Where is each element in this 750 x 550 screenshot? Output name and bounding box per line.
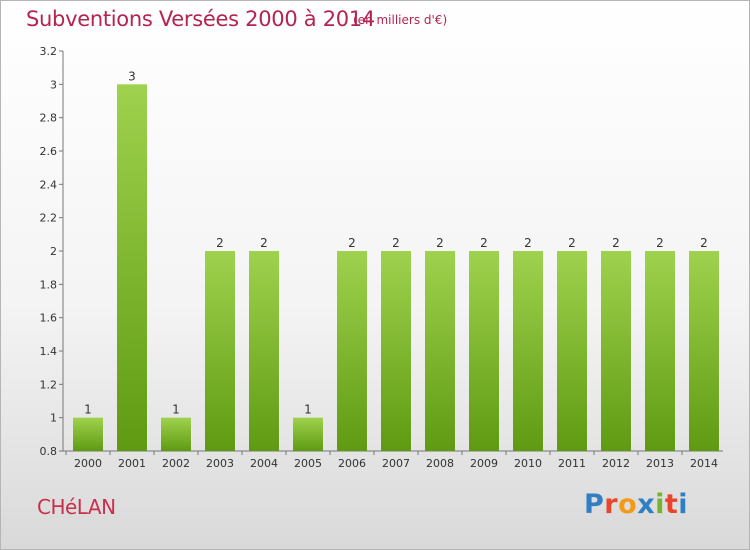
bar-value-label: 1 [84,403,92,417]
y-tick-label: 1.2 [40,378,58,391]
bar-2013 [645,251,675,451]
y-tick-label: 2.2 [40,212,58,225]
bar-2002 [161,417,191,451]
x-tick-label: 2010 [514,457,542,470]
x-tick-label: 2001 [118,457,146,470]
y-tick-label: 2.4 [40,178,58,191]
x-tick-label: 2002 [162,457,190,470]
bar-value-label: 2 [260,236,268,250]
bar-value-label: 1 [304,403,312,417]
bar-value-label: 2 [348,236,356,250]
y-tick-label: 2.8 [40,112,58,125]
bar-2006 [337,251,367,451]
bar-value-label: 2 [392,236,400,250]
x-tick-label: 2004 [250,457,278,470]
chart-title: Subventions Versées 2000 à 2014 [26,7,375,31]
bar-value-label: 2 [656,236,664,250]
bar-2000 [73,417,103,451]
bar-value-label: 2 [216,236,224,250]
bar-value-label: 3 [128,69,136,83]
y-tick-label: 2.6 [40,145,58,158]
y-tick-label: 3 [50,78,57,91]
chart-subtitle: (en milliers d'€) [353,13,448,27]
chart-bars [73,84,719,451]
x-tick-label: 2012 [602,457,630,470]
y-tick-label: 2 [50,245,57,258]
commune-name: CHéLAN [37,495,116,519]
bar-2004 [249,251,279,451]
bar-value-label: 2 [568,236,576,250]
bar-2009 [469,251,499,451]
y-tick-label: 1.4 [40,345,58,358]
x-tick-label: 2008 [426,457,454,470]
y-tick-label: 1 [50,412,57,425]
bar-2014 [689,251,719,451]
x-tick-label: 2009 [470,457,498,470]
x-tick-label: 2000 [74,457,102,470]
logo-letter: t [664,489,679,520]
bar-value-label: 2 [700,236,708,250]
y-tick-label: 0.8 [40,445,58,458]
logo-letter: P [584,489,605,520]
y-tick-label: 1.8 [40,278,58,291]
x-tick-label: 2007 [382,457,410,470]
x-tick-label: 2005 [294,457,322,470]
chart-labels: 1 2000 3 2001 1 2002 2 2003 2 2004 1 2005 2 2006 2 2007… [74,69,718,470]
bar-2007 [381,251,411,451]
logo-letter: o [618,489,638,520]
bar-2011 [557,251,587,451]
x-tick-label: 2014 [690,457,718,470]
bar-2008 [425,251,455,451]
bar-value-label: 1 [172,403,180,417]
bar-value-label: 2 [524,236,532,250]
logo-letter: i [678,489,689,520]
x-tick-label: 2003 [206,457,234,470]
bar-value-label: 2 [480,236,488,250]
bar-2012 [601,251,631,451]
logo-letter: x [637,489,656,520]
bar-2003 [205,251,235,451]
bar-2001 [117,84,147,451]
y-tick-label: 1.6 [40,312,58,325]
proxiti-logo: Proxiti [584,489,688,520]
bar-value-label: 2 [436,236,444,250]
x-tick-label: 2011 [558,457,586,470]
bar-value-label: 2 [612,236,620,250]
x-tick-label: 2013 [646,457,674,470]
x-tick-label: 2006 [338,457,366,470]
bar-2010 [513,251,543,451]
y-tick-label: 3.2 [40,45,58,58]
logo-letter: r [604,489,619,520]
logo-letter: i [655,489,665,520]
bar-2005 [293,417,323,451]
